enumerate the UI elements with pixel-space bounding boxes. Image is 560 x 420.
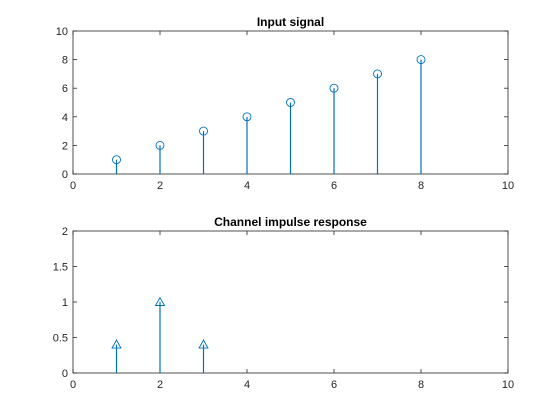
x-tick-label: 6 xyxy=(331,379,337,391)
x-tick-label: 6 xyxy=(331,180,337,192)
y-tick-label: 6 xyxy=(62,83,68,95)
axes-box xyxy=(72,230,509,374)
stem-marker-circle xyxy=(373,69,382,79)
stem-marker-circle xyxy=(242,112,252,122)
y-tick-label: 1.5 xyxy=(53,262,68,274)
stem-marker-circle xyxy=(112,155,121,165)
y-tick-label: 0.5 xyxy=(53,333,68,345)
x-tick-label: 8 xyxy=(418,180,424,192)
x-tick-label: 10 xyxy=(502,379,514,391)
y-tick-label: 2 xyxy=(62,226,68,238)
y-tick-label: 1 xyxy=(62,297,68,309)
y-tick-label: 2 xyxy=(62,140,68,152)
y-tick-label: 10 xyxy=(56,26,68,38)
x-tick-label: 4 xyxy=(244,379,250,391)
stem-marker-circle xyxy=(416,55,426,65)
x-tick-label: 0 xyxy=(70,379,76,391)
axes-1: 0 2 4 6 8 10 0 2 4 6 8 10 Input signal xyxy=(56,15,514,192)
stem-marker-circle xyxy=(199,126,208,136)
stem-marker-triangle xyxy=(154,296,166,306)
x-tick-label: 10 xyxy=(502,180,514,192)
x-tick-label: 4 xyxy=(244,180,250,192)
stem-marker-triangle xyxy=(111,339,122,349)
stem-marker-circle xyxy=(155,140,165,150)
chart-title: Channel impulse response xyxy=(214,215,367,229)
x-tick-label: 8 xyxy=(418,379,424,391)
stem-marker-circle xyxy=(329,83,339,93)
y-tick-label: 8 xyxy=(62,55,68,67)
y-tick-label: 0 xyxy=(62,169,68,181)
stem-marker-triangle xyxy=(198,339,209,349)
x-tick-label: 2 xyxy=(157,379,163,391)
x-tick-label: 2 xyxy=(157,180,163,192)
chart-title: Input signal xyxy=(257,15,324,29)
stem-marker-circle xyxy=(286,98,295,107)
y-tick-label: 4 xyxy=(62,112,68,124)
x-tick-label: 0 xyxy=(70,180,76,192)
y-tick-label: 0 xyxy=(62,368,68,380)
axes-2: 0 2 4 6 8 10 0 0.5 1 1.5 2 Channel impulse response xyxy=(53,215,514,391)
